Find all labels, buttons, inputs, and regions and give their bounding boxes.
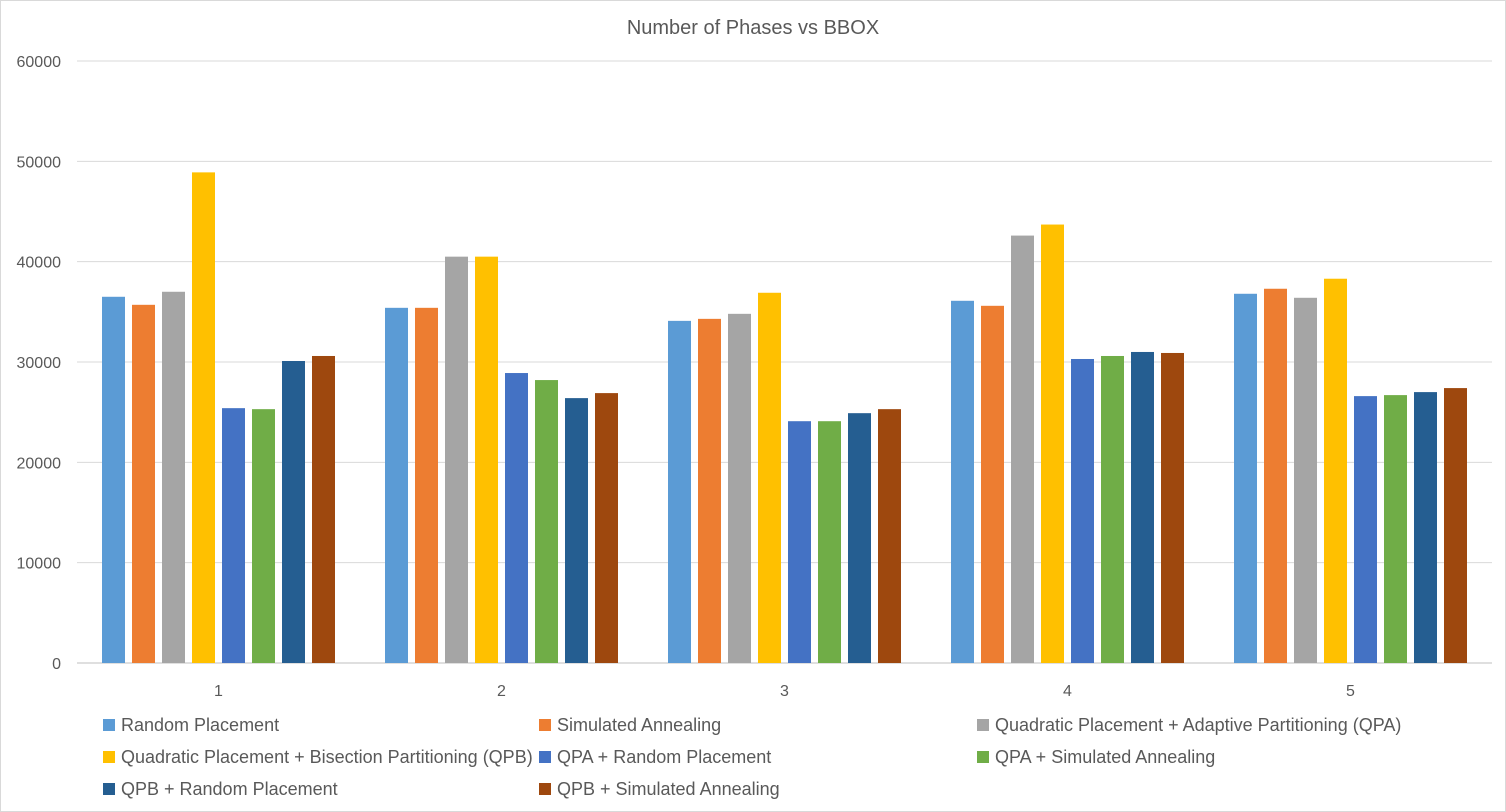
bar bbox=[1161, 352, 1184, 663]
bar bbox=[1384, 395, 1407, 663]
bar bbox=[312, 355, 335, 663]
y-tick-label: 10000 bbox=[17, 556, 62, 573]
bar bbox=[1354, 396, 1377, 663]
bar bbox=[385, 307, 408, 663]
bar bbox=[818, 421, 841, 663]
y-tick-label: 50000 bbox=[17, 154, 62, 171]
bar bbox=[1444, 388, 1467, 663]
bar bbox=[788, 421, 811, 663]
bar bbox=[1294, 297, 1317, 663]
y-tick-label: 20000 bbox=[17, 455, 62, 472]
bar bbox=[415, 307, 438, 663]
bar bbox=[565, 398, 588, 663]
bar bbox=[162, 291, 185, 663]
bar bbox=[1264, 288, 1287, 663]
bar bbox=[1071, 358, 1094, 663]
bar bbox=[1414, 392, 1437, 663]
x-tick-label: 3 bbox=[780, 683, 789, 700]
bar bbox=[1131, 351, 1154, 663]
bar bbox=[878, 409, 901, 663]
y-axis-ticks: 0 10000 20000 30000 40000 50000 60000 bbox=[17, 54, 62, 673]
bar bbox=[1041, 224, 1064, 663]
bar bbox=[728, 313, 751, 663]
bar bbox=[535, 380, 558, 663]
bar bbox=[222, 408, 245, 663]
bar bbox=[102, 296, 125, 663]
bar bbox=[758, 292, 781, 663]
y-tick-label: 0 bbox=[52, 656, 61, 673]
bar bbox=[475, 256, 498, 663]
y-tick-label: 40000 bbox=[17, 255, 62, 272]
x-tick-label: 5 bbox=[1346, 683, 1355, 700]
bar bbox=[1324, 278, 1347, 663]
bar bbox=[1101, 355, 1124, 663]
x-tick-label: 2 bbox=[497, 683, 506, 700]
x-tick-label: 1 bbox=[214, 683, 223, 700]
bar bbox=[282, 360, 305, 663]
bar bbox=[252, 409, 275, 663]
bar bbox=[595, 393, 618, 663]
bar bbox=[848, 413, 871, 663]
bar bbox=[698, 318, 721, 663]
chart-title: Number of Phases vs BBOX bbox=[627, 17, 879, 39]
bar bbox=[981, 305, 1004, 663]
bar bbox=[1234, 293, 1257, 663]
bar bbox=[951, 300, 974, 663]
x-axis-ticks: 1 2 3 4 5 bbox=[214, 683, 1355, 700]
bar bbox=[1011, 235, 1034, 663]
bar bbox=[192, 172, 215, 663]
y-tick-label: 30000 bbox=[17, 355, 62, 372]
y-tick-label: 60000 bbox=[17, 54, 62, 71]
bar bbox=[668, 320, 691, 663]
bar bbox=[505, 373, 528, 663]
bar bbox=[132, 304, 155, 663]
bars bbox=[102, 172, 1467, 663]
bar bbox=[445, 256, 468, 663]
x-tick-label: 4 bbox=[1063, 683, 1072, 700]
